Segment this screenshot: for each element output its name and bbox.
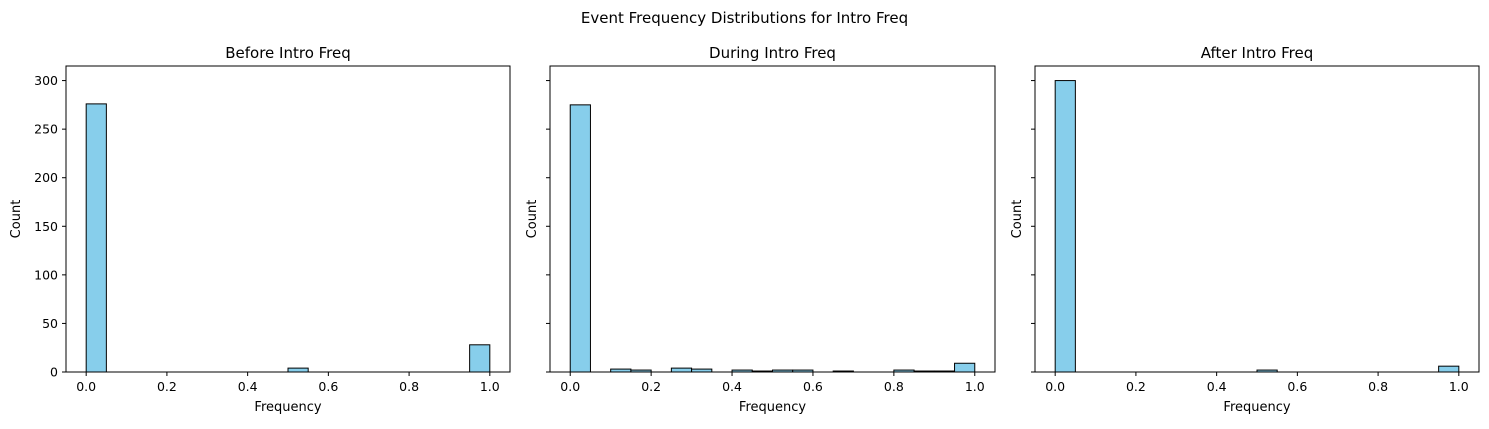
- histogram-bar-during-3: [670, 367, 693, 373]
- x-tick-label-during-2: 0.4: [722, 379, 742, 394]
- histogram-bar-before-2: [469, 344, 491, 373]
- y-axis-label-before: Count: [9, 200, 24, 239]
- x-tick-label-after-3: 0.6: [1287, 379, 1307, 394]
- x-tick-label-during-5: 1.0: [965, 379, 985, 394]
- panel-title-before: Before Intro Freq: [225, 44, 351, 62]
- y-axis-label-after: Count: [1010, 200, 1025, 239]
- x-tick-label-before-1: 0.2: [157, 379, 177, 394]
- histogram-bar-during-13: [954, 362, 976, 373]
- axes-frame-before: [65, 65, 511, 373]
- x-tick-label-before-3: 0.6: [318, 379, 338, 394]
- x-tick-label-during-3: 0.6: [803, 379, 823, 394]
- y-axis-label-during: Count: [525, 200, 540, 239]
- histogram-bar-before-1: [287, 367, 309, 373]
- x-tick-label-during-0: 0.0: [560, 379, 580, 394]
- histogram-bar-after-0: [1054, 80, 1076, 373]
- x-tick-label-before-4: 0.8: [399, 379, 419, 394]
- histogram-bar-after-2: [1438, 365, 1460, 373]
- x-axis-label-after: Frequency: [1223, 400, 1290, 415]
- panel-title-after: After Intro Freq: [1201, 44, 1314, 62]
- x-tick-label-after-2: 0.4: [1207, 379, 1227, 394]
- y-tick-label-before-6: 300: [34, 73, 58, 88]
- y-tick-label-before-1: 50: [42, 316, 58, 331]
- x-tick-label-after-5: 1.0: [1449, 379, 1469, 394]
- x-axis-label-during: Frequency: [739, 400, 806, 415]
- x-tick-label-during-4: 0.8: [884, 379, 904, 394]
- x-tick-label-after-0: 0.0: [1045, 379, 1065, 394]
- panel-during: 0.0 0.2 0.4 0.6 0.8 1.0 During Intro Freq Frequ…: [525, 44, 996, 415]
- y-tick-label-before-4: 200: [34, 170, 58, 185]
- x-axis-label-before: Frequency: [254, 400, 321, 415]
- y-tick-label-before-5: 250: [34, 122, 58, 137]
- x-tick-label-before-5: 1.0: [480, 379, 500, 394]
- x-tick-label-before-0: 0.0: [76, 379, 96, 394]
- x-tick-label-after-4: 0.8: [1368, 379, 1388, 394]
- x-tick-label-during-1: 0.2: [641, 379, 661, 394]
- histogram-bar-during-0: [569, 104, 591, 373]
- axes-frame-during: [549, 65, 996, 373]
- y-tick-label-before-0: 0: [50, 365, 58, 380]
- panel-before: 0.0 0.2 0.4 0.6 0.8 1.0 0 50 100 150 200 250 300 Befo…: [9, 44, 511, 415]
- panel-after: 0.0 0.2 0.4 0.6 0.8 1.0 After Intro Freq Freque…: [1010, 44, 1480, 415]
- figure-title: Event Frequency Distributions for Intro …: [581, 9, 908, 27]
- panel-title-during: During Intro Freq: [709, 44, 836, 62]
- axes-frame-after: [1034, 65, 1480, 373]
- x-tick-label-after-1: 0.2: [1126, 379, 1146, 394]
- y-tick-label-before-2: 100: [34, 267, 58, 282]
- y-tick-label-before-3: 150: [34, 219, 58, 234]
- x-tick-label-before-2: 0.4: [238, 379, 258, 394]
- histogram-bar-before-0: [85, 103, 107, 373]
